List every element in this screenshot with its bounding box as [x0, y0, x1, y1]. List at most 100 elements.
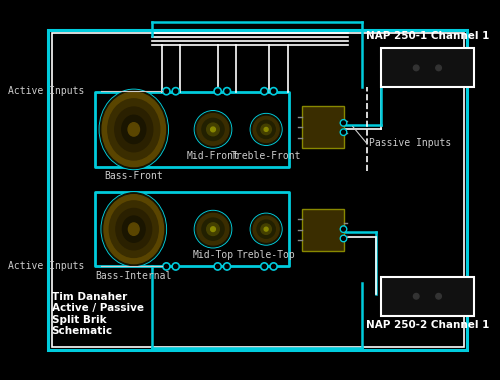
Circle shape: [253, 216, 279, 242]
Circle shape: [340, 226, 347, 233]
Circle shape: [436, 293, 442, 299]
Circle shape: [262, 264, 266, 269]
Text: Split Brik: Split Brik: [52, 315, 106, 325]
Circle shape: [194, 211, 232, 248]
Text: Active Inputs: Active Inputs: [8, 86, 85, 96]
Text: NAP 250-2 Channel 1: NAP 250-2 Channel 1: [366, 320, 489, 329]
Circle shape: [174, 264, 178, 269]
Circle shape: [202, 218, 224, 240]
Circle shape: [164, 89, 168, 93]
Circle shape: [412, 291, 421, 301]
Circle shape: [197, 114, 229, 145]
Bar: [94, 92, 288, 167]
Circle shape: [214, 87, 222, 95]
Circle shape: [174, 89, 178, 93]
Circle shape: [412, 63, 421, 73]
Circle shape: [197, 213, 229, 245]
Circle shape: [194, 111, 232, 148]
Text: Passive Inputs: Passive Inputs: [368, 138, 451, 149]
Circle shape: [260, 87, 268, 95]
Ellipse shape: [100, 89, 168, 169]
Ellipse shape: [100, 90, 168, 169]
Circle shape: [257, 120, 276, 139]
Circle shape: [250, 213, 282, 245]
Circle shape: [264, 227, 268, 231]
Circle shape: [196, 112, 230, 147]
Ellipse shape: [102, 92, 166, 167]
Ellipse shape: [104, 195, 164, 264]
Circle shape: [214, 263, 222, 270]
Circle shape: [340, 120, 347, 126]
Circle shape: [272, 264, 276, 269]
Circle shape: [206, 223, 220, 236]
Bar: [302, 209, 344, 250]
Circle shape: [251, 214, 281, 244]
Bar: [94, 192, 288, 266]
Circle shape: [342, 237, 345, 240]
Circle shape: [270, 87, 278, 95]
Ellipse shape: [101, 192, 166, 266]
Circle shape: [172, 87, 180, 95]
Circle shape: [162, 263, 170, 270]
Text: Mid-Top: Mid-Top: [192, 250, 234, 260]
Circle shape: [164, 264, 168, 269]
Circle shape: [260, 263, 268, 270]
Circle shape: [414, 293, 419, 299]
Circle shape: [414, 65, 419, 71]
Ellipse shape: [108, 99, 160, 160]
Ellipse shape: [116, 209, 152, 250]
Circle shape: [210, 127, 216, 132]
Text: Active Inputs: Active Inputs: [8, 261, 85, 271]
Circle shape: [434, 63, 443, 73]
Circle shape: [225, 89, 229, 93]
Circle shape: [251, 114, 281, 144]
Circle shape: [261, 224, 272, 234]
Ellipse shape: [102, 193, 166, 266]
Circle shape: [253, 116, 279, 142]
Circle shape: [196, 211, 230, 247]
Circle shape: [225, 264, 229, 269]
Ellipse shape: [122, 216, 145, 242]
Circle shape: [224, 263, 230, 270]
Circle shape: [270, 263, 278, 270]
Bar: [52, 33, 464, 347]
Circle shape: [261, 124, 272, 135]
Ellipse shape: [110, 201, 158, 257]
Bar: [381, 277, 474, 316]
Text: Treble-Top: Treble-Top: [237, 250, 296, 260]
Ellipse shape: [128, 223, 139, 235]
Text: Bass-Internal: Bass-Internal: [96, 271, 172, 281]
Circle shape: [342, 227, 345, 231]
Circle shape: [264, 127, 268, 131]
Circle shape: [262, 89, 266, 93]
Text: Mid-Front: Mid-Front: [186, 151, 240, 161]
Circle shape: [340, 129, 347, 135]
Circle shape: [216, 264, 220, 269]
Circle shape: [340, 235, 347, 242]
Circle shape: [162, 87, 170, 95]
Circle shape: [202, 118, 224, 141]
Text: Tim Danaher: Tim Danaher: [52, 292, 127, 302]
Text: Schematic: Schematic: [52, 326, 113, 336]
Circle shape: [172, 263, 180, 270]
Circle shape: [216, 89, 220, 93]
Text: Treble-Front: Treble-Front: [231, 151, 302, 161]
Circle shape: [210, 227, 216, 231]
Circle shape: [250, 114, 282, 145]
Text: NAP 250-1 Channel 1: NAP 250-1 Channel 1: [366, 31, 489, 41]
Ellipse shape: [122, 115, 146, 144]
Ellipse shape: [128, 123, 140, 136]
Circle shape: [224, 87, 230, 95]
Bar: [381, 48, 474, 87]
Text: Active / Passive: Active / Passive: [52, 303, 144, 314]
Circle shape: [257, 220, 276, 238]
Ellipse shape: [115, 107, 153, 152]
Circle shape: [272, 89, 276, 93]
Bar: [302, 106, 344, 148]
Circle shape: [436, 65, 442, 71]
Text: Bass-Front: Bass-Front: [104, 171, 163, 181]
Circle shape: [342, 121, 345, 125]
Circle shape: [206, 123, 220, 136]
Circle shape: [434, 291, 443, 301]
Circle shape: [342, 130, 345, 134]
